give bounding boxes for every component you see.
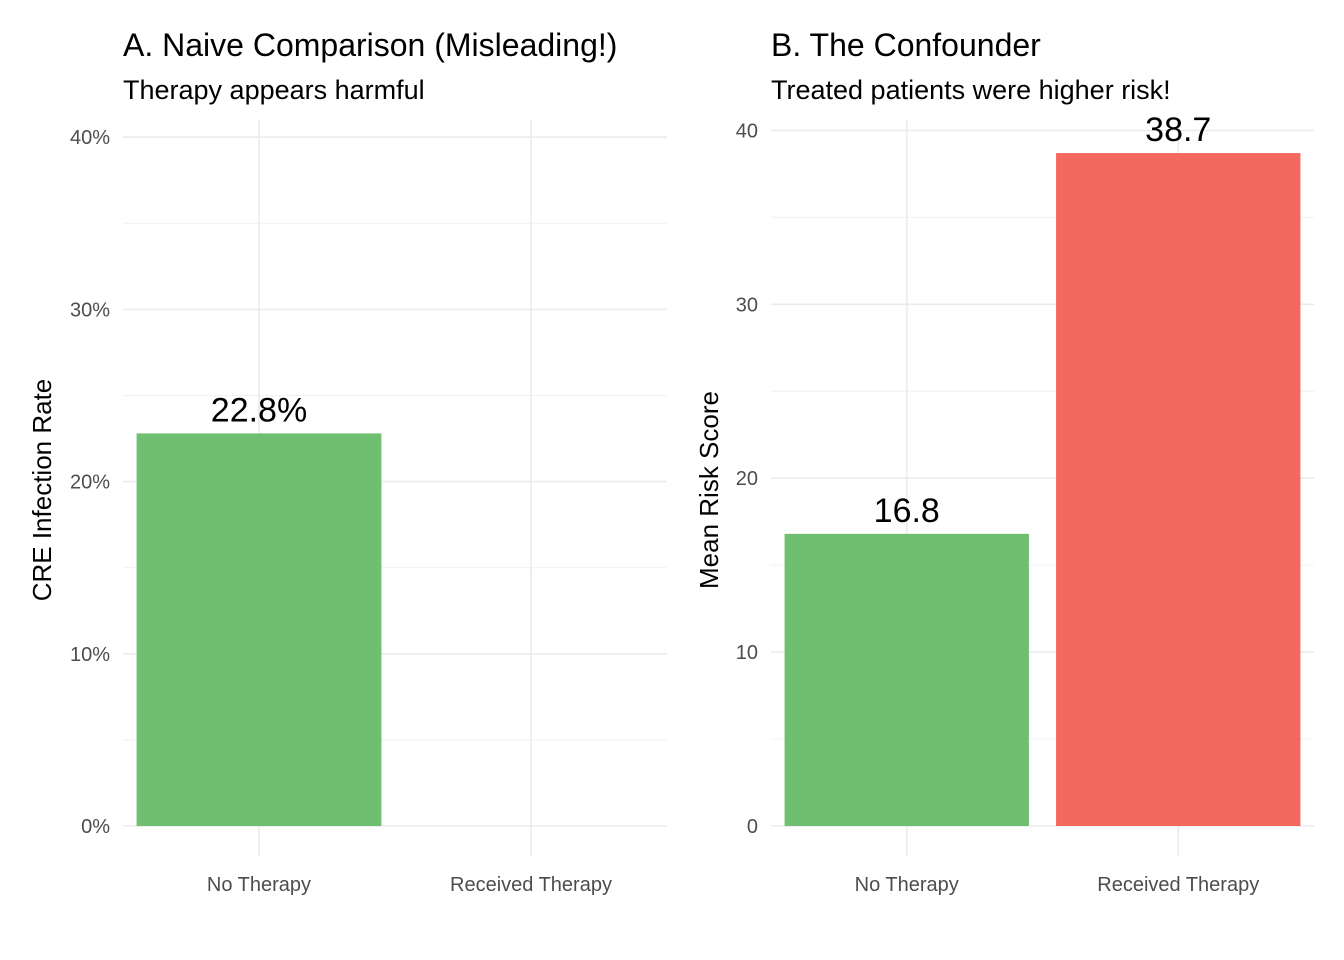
panel-b: B. The Confounder Treated patients were … bbox=[694, 27, 1314, 896]
bar-no-therapy bbox=[136, 433, 382, 826]
panel-a-bars bbox=[136, 433, 382, 826]
x-tick-label: No Therapy bbox=[855, 874, 959, 896]
panel-a-subtitle: Therapy appears harmful bbox=[123, 75, 425, 105]
y-tick-label: 10 bbox=[736, 642, 758, 664]
panel-b-subtitle: Treated patients were higher risk! bbox=[771, 75, 1171, 105]
y-tick-label: 30 bbox=[736, 294, 758, 316]
y-tick-label: 0% bbox=[81, 816, 110, 838]
y-tick-label: 30% bbox=[70, 299, 110, 321]
panel-a-y-axis-label: CRE Infection Rate bbox=[27, 379, 57, 602]
panel-b-bars bbox=[784, 153, 1301, 826]
y-tick-label: 40 bbox=[736, 120, 758, 142]
data-label: 16.8 bbox=[874, 492, 940, 530]
x-tick-label: No Therapy bbox=[207, 874, 311, 896]
y-tick-label: 10% bbox=[70, 644, 110, 666]
panel-b-ticks: 0 10 20 30 40 No Therapy Received Therapy bbox=[736, 120, 1259, 896]
panel-a-data-labels: 22.8% bbox=[211, 391, 307, 429]
panel-a: A. Naive Comparison (Misleading!) Therap… bbox=[27, 27, 667, 896]
bar-received-therapy bbox=[1056, 153, 1301, 826]
data-label: 22.8% bbox=[211, 391, 307, 429]
y-tick-label: 20% bbox=[70, 472, 110, 494]
panel-a-ticks: 0% 10% 20% 30% 40% No Therapy Received Therapy bbox=[70, 127, 612, 896]
panel-b-title: B. The Confounder bbox=[771, 27, 1041, 63]
x-tick-label: Received Therapy bbox=[450, 874, 612, 896]
y-tick-label: 20 bbox=[736, 468, 758, 490]
panel-b-data-labels: 16.8 38.7 bbox=[874, 111, 1212, 530]
y-tick-label: 0 bbox=[747, 816, 758, 838]
data-label: 38.7 bbox=[1145, 111, 1211, 149]
x-tick-label: Received Therapy bbox=[1097, 874, 1259, 896]
panel-b-y-axis-label: Mean Risk Score bbox=[694, 391, 724, 589]
panel-a-title: A. Naive Comparison (Misleading!) bbox=[123, 27, 617, 63]
y-tick-label: 40% bbox=[70, 127, 110, 149]
bar-no-therapy bbox=[784, 533, 1029, 826]
